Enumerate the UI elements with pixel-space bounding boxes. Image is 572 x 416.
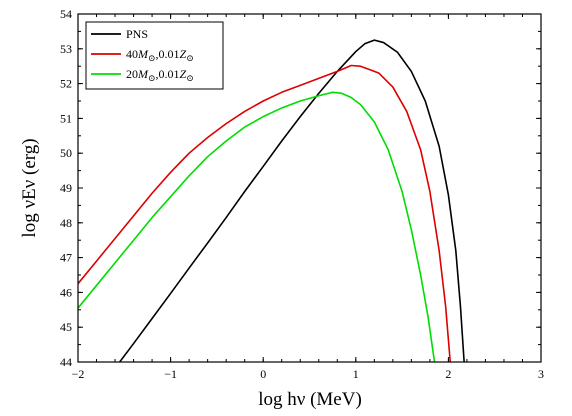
legend: PNS 40M⊙,0.01Z⊙ 20M⊙,0.01Z⊙ bbox=[85, 21, 224, 90]
y-tick-label: 47 bbox=[60, 251, 72, 265]
legend-label: 40M⊙,0.01Z⊙ bbox=[126, 47, 194, 63]
legend-label: PNS bbox=[126, 27, 148, 41]
y-tick-label: 44 bbox=[60, 355, 72, 369]
legend-label: 20M⊙,0.01Z⊙ bbox=[126, 67, 194, 83]
x-tick-label: −2 bbox=[72, 367, 85, 381]
tick-layer: −2 −1 0 1 2 3 44 45 46 47 48 49 50 51 52 53 54 bbox=[60, 7, 544, 381]
y-tick-label: 50 bbox=[60, 146, 72, 160]
y-tick-label: 49 bbox=[60, 181, 72, 195]
y-tick-label: 45 bbox=[60, 320, 72, 334]
x-tick-label: 3 bbox=[538, 367, 544, 381]
y-tick-label: 46 bbox=[60, 285, 72, 299]
x-tick-label: 0 bbox=[260, 367, 266, 381]
x-tick-label: −1 bbox=[164, 367, 177, 381]
x-axis-label: log hν (MeV) bbox=[258, 389, 362, 410]
x-tick-label: 1 bbox=[353, 367, 359, 381]
y-tick-label: 54 bbox=[60, 7, 72, 21]
series-line-1 bbox=[78, 64, 452, 362]
y-tick-label: 52 bbox=[60, 77, 72, 91]
y-tick-label: 53 bbox=[60, 42, 72, 56]
x-tick-label: 2 bbox=[445, 367, 451, 381]
legend-box bbox=[85, 21, 224, 90]
y-tick-label: 48 bbox=[60, 216, 72, 230]
y-axis-label: log νEν (erg) bbox=[19, 138, 40, 237]
series-layer bbox=[78, 39, 465, 362]
y-tick-label: 51 bbox=[60, 111, 72, 125]
series-line-2 bbox=[78, 91, 436, 362]
